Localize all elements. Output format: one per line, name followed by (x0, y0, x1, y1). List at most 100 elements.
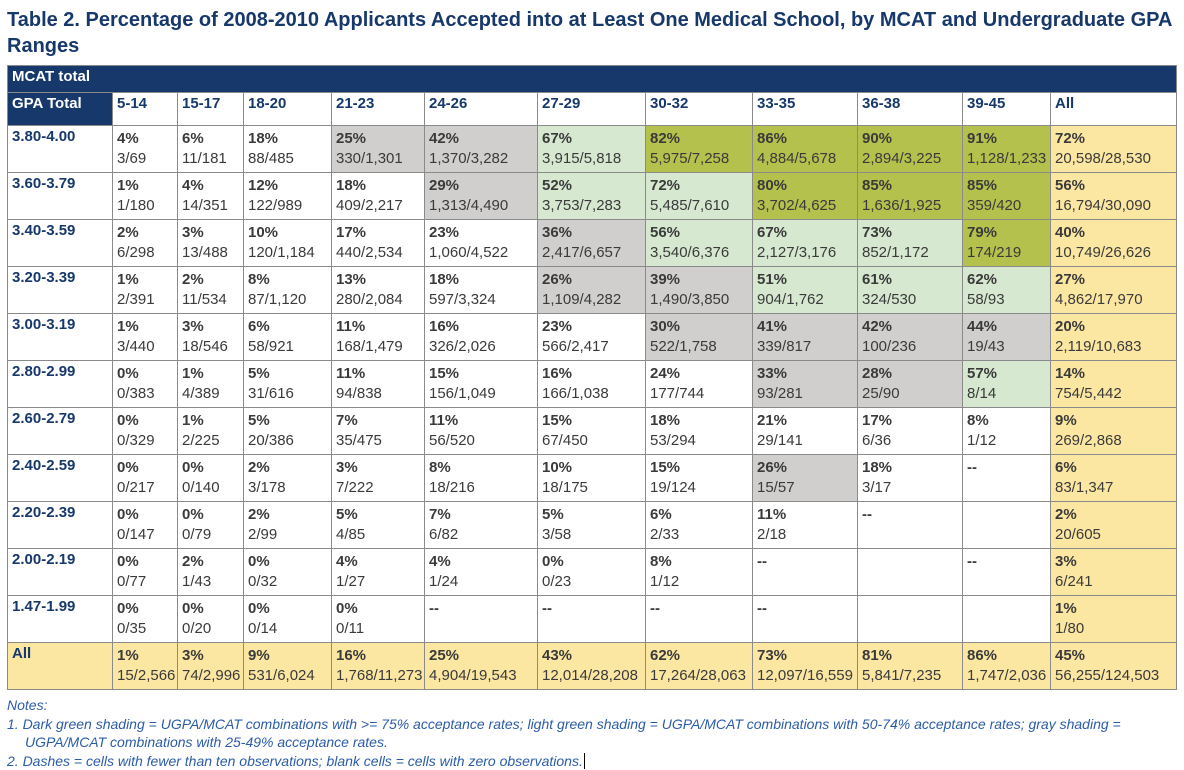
cell-fraction: 31/616 (248, 384, 327, 404)
cell-percent: 6% (650, 504, 748, 525)
cell-fraction: 25/90 (862, 384, 958, 404)
cell-fraction: 339/817 (757, 337, 853, 357)
cell-fraction: 5,975/7,258 (650, 149, 748, 169)
cell-percent: -- (757, 598, 853, 619)
cell-value: 6%11/181 (178, 126, 244, 173)
notes-heading: Notes: (7, 696, 1176, 715)
cell-percent: 0% (542, 551, 641, 572)
cell-value: 17%6/36 (858, 408, 963, 455)
row-label: 1.47-1.99 (8, 596, 113, 643)
cell-percent: 15% (650, 457, 748, 478)
cell-fraction: 1,109/4,282 (542, 290, 641, 310)
cell-percent: 8% (429, 457, 533, 478)
cell-fraction: 904/1,762 (757, 290, 853, 310)
row-label: 3.40-3.59 (8, 220, 113, 267)
cell-percent: 0% (248, 551, 327, 572)
cell-dash: -- (646, 596, 753, 643)
cell-percent: 33% (757, 363, 853, 384)
cell-fraction: 1,490/3,850 (650, 290, 748, 310)
cell-value: 0%0/329 (113, 408, 178, 455)
cell-percent: 0% (182, 457, 239, 478)
cell-percent: 72% (1055, 128, 1172, 149)
cell-percent: 6% (1055, 457, 1172, 478)
cell-percent: 81% (862, 645, 958, 666)
cell-fraction: 330/1,301 (336, 149, 420, 169)
cell-percent: 21% (757, 410, 853, 431)
cell-fraction: 566/2,417 (542, 337, 641, 357)
cell-percent: 73% (757, 645, 853, 666)
cell-fraction: 5,841/7,235 (862, 666, 958, 686)
cell-value: 1%1/80 (1051, 596, 1177, 643)
cell-value: 62%58/93 (963, 267, 1051, 314)
cell-value: 18%3/17 (858, 455, 963, 502)
cell-value: 52%3,753/7,283 (538, 173, 646, 220)
cell-value: 1%2/391 (113, 267, 178, 314)
column-header: 27-29 (538, 93, 646, 126)
cell-value: 0%0/11 (332, 596, 425, 643)
cell-percent: 1% (182, 410, 239, 431)
cell-value: 18%409/2,217 (332, 173, 425, 220)
cell-value: 61%324/530 (858, 267, 963, 314)
cell-percent: 52% (542, 175, 641, 196)
cell-value: 73%12,097/16,559 (753, 643, 858, 690)
cell-fraction: 1/12 (967, 431, 1046, 451)
cell-value: 0%0/35 (113, 596, 178, 643)
row-label: 2.00-2.19 (8, 549, 113, 596)
cell-fraction: 18/175 (542, 478, 641, 498)
cell-percent: 3% (182, 316, 239, 337)
cell-fraction: 0/140 (182, 478, 239, 498)
cell-blank (858, 549, 963, 596)
cell-value: 33%93/281 (753, 361, 858, 408)
cell-percent: 0% (336, 598, 420, 619)
cell-fraction: 166/1,038 (542, 384, 641, 404)
cell-value: 2%3/178 (244, 455, 332, 502)
cell-percent: 67% (542, 128, 641, 149)
cell-value: 79%174/219 (963, 220, 1051, 267)
cell-fraction: 3/69 (117, 149, 173, 169)
cell-fraction: 88/485 (248, 149, 327, 169)
cell-percent: 43% (542, 645, 641, 666)
table-title: Table 2. Percentage of 2008-2010 Applica… (7, 7, 1176, 59)
cell-value: 6%83/1,347 (1051, 455, 1177, 502)
cell-value: 11%56/520 (425, 408, 538, 455)
cell-percent: 6% (182, 128, 239, 149)
cell-percent: 0% (182, 504, 239, 525)
cell-percent: 28% (862, 363, 958, 384)
cell-fraction: 6/82 (429, 525, 533, 545)
cell-value: 40%10,749/26,626 (1051, 220, 1177, 267)
cell-percent: 11% (336, 316, 420, 337)
cell-percent: 1% (182, 363, 239, 384)
cell-fraction: 3,702/4,625 (757, 196, 853, 216)
cell-fraction: 15/2,566 (117, 666, 173, 686)
cell-percent: 56% (1055, 175, 1172, 196)
cell-percent: 16% (542, 363, 641, 384)
cell-fraction: 20,598/28,530 (1055, 149, 1172, 169)
mcat-total-row: MCAT total (8, 66, 1177, 93)
cell-percent: 62% (967, 269, 1046, 290)
cell-fraction: 12,014/28,208 (542, 666, 641, 686)
cell-fraction: 0/383 (117, 384, 173, 404)
cell-value: 82%5,975/7,258 (646, 126, 753, 173)
cell-percent: 86% (967, 645, 1046, 666)
cell-fraction: 29/141 (757, 431, 853, 451)
cell-percent: 0% (117, 363, 173, 384)
cell-value: 90%2,894/3,225 (858, 126, 963, 173)
cell-fraction: 1/180 (117, 196, 173, 216)
cell-value: 72%20,598/28,530 (1051, 126, 1177, 173)
cell-fraction: 93/281 (757, 384, 853, 404)
cell-fraction: 3,915/5,818 (542, 149, 641, 169)
row-label: 2.40-2.59 (8, 455, 113, 502)
cell-fraction: 56/520 (429, 431, 533, 451)
cell-fraction: 1,060/4,522 (429, 243, 533, 263)
cell-value: 41%339/817 (753, 314, 858, 361)
cell-percent: 73% (862, 222, 958, 243)
cell-value: 1%2/225 (178, 408, 244, 455)
cell-value: 26%1,109/4,282 (538, 267, 646, 314)
cell-percent: 23% (429, 222, 533, 243)
cell-fraction: 56,255/124,503 (1055, 666, 1172, 686)
cell-value: 10%120/1,184 (244, 220, 332, 267)
